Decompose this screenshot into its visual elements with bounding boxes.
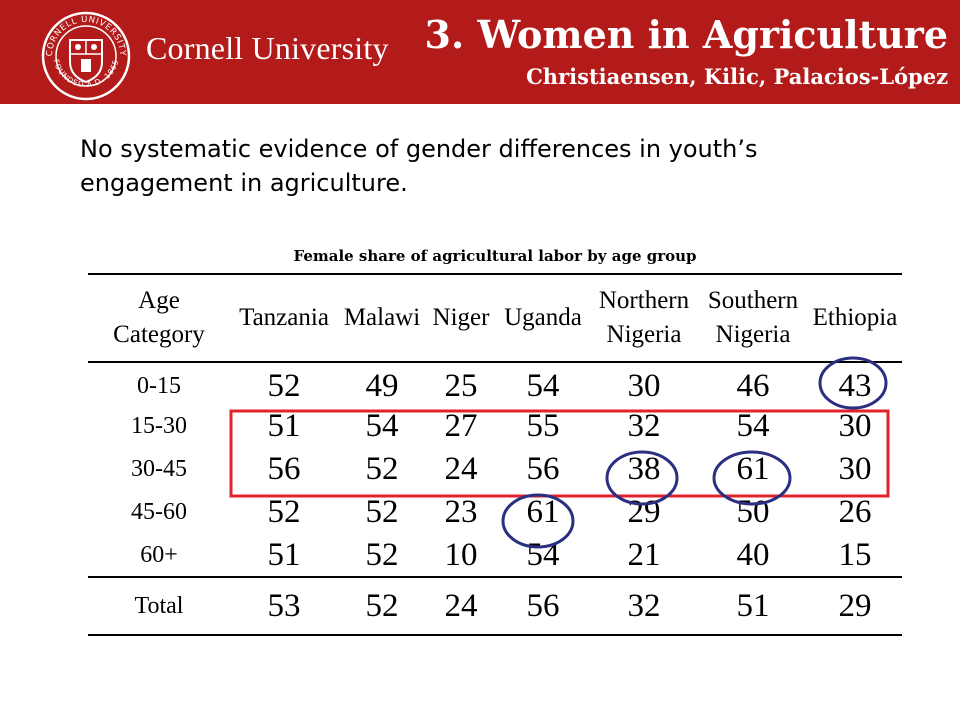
header-age-category: Age Category (113, 287, 205, 348)
highlight-circle-northern-nigeria-30-45 (605, 450, 679, 506)
table-cell: 21 (627, 536, 661, 573)
table-total-row: Total 53 52 24 56 32 51 29 (88, 577, 902, 635)
slide-title: 3. Women in Agriculture (424, 12, 948, 57)
table-cell: 25 (444, 367, 478, 404)
table-cell: 55 (526, 408, 560, 444)
data-table-container: Age Category Tanzania Malawi Niger Uganda… (88, 273, 902, 636)
slide-authors: Christiaensen, Kilic, Palacios-López (526, 64, 948, 89)
header-southern-nigeria: Southern Nigeria (707, 287, 799, 348)
table-row: 45-60 52 52 23 61 29 50 26 (88, 491, 902, 534)
table-cell: 24 (444, 587, 478, 624)
row-label: 0-15 (137, 372, 181, 399)
table-cell: 30 (838, 408, 872, 444)
table-cell: 43 (838, 367, 872, 404)
highlight-circle-uganda-45-60 (501, 493, 575, 549)
header-northern-nigeria: Northern Nigeria (598, 287, 690, 348)
table-cell: 32 (627, 587, 661, 624)
table-cell: 52 (267, 367, 301, 404)
table-cell: 10 (444, 536, 478, 573)
row-label: 30-45 (131, 456, 187, 482)
table-cell: 52 (365, 451, 399, 487)
header-niger: Niger (432, 304, 490, 331)
table-cell: 29 (838, 587, 872, 624)
row-label: 15-30 (131, 413, 187, 439)
header-banner: CORNELL UNIVERSITY FOUNDED A.D. 1865 Cor… (0, 0, 960, 104)
table-caption: Female share of agricultural labor by ag… (293, 247, 697, 265)
table-cell: 54 (365, 408, 399, 444)
table-cell: 15 (838, 536, 872, 573)
cornell-seal-logo: CORNELL UNIVERSITY FOUNDED A.D. 1865 (41, 11, 131, 101)
header-ethiopia: Ethiopia (812, 304, 898, 331)
table-cell: 54 (526, 536, 560, 573)
table-cell: 24 (444, 451, 478, 487)
table-row: 15-30 51 54 27 55 32 54 30 (88, 405, 902, 448)
table-cell: 51 (736, 587, 770, 624)
table-cell: 26 (838, 494, 872, 530)
data-table: Age Category Tanzania Malawi Niger Uganda… (88, 273, 902, 636)
table-cell: 61 (736, 451, 770, 487)
table-cell: 51 (267, 536, 301, 573)
table-cell: 54 (526, 367, 560, 404)
row-label: 60+ (140, 541, 178, 568)
header-uganda: Uganda (504, 304, 582, 331)
table-cell: 52 (267, 494, 301, 530)
table-cell: 61 (526, 494, 560, 530)
brand-wordmark: Cornell University (146, 30, 389, 66)
table-cell: 30 (627, 367, 661, 404)
highlight-circle-southern-nigeria-30-45 (712, 450, 792, 506)
header-tanzania: Tanzania (239, 304, 329, 331)
table-row: 30-45 56 52 24 56 38 61 30 (88, 448, 902, 491)
table-cell: 56 (267, 451, 301, 487)
table-cell: 32 (627, 408, 661, 444)
table-cell: 52 (365, 494, 399, 530)
table-cell: 27 (444, 408, 478, 444)
table-cell: 38 (627, 451, 661, 487)
table-row: 0-15 52 49 25 54 30 46 43 (88, 362, 902, 405)
table-cell: 46 (736, 367, 770, 404)
header-malawi: Malawi (343, 304, 421, 331)
table-header-row: Age Category Tanzania Malawi Niger Uganda… (88, 274, 902, 362)
highlight-circle-ethiopia-0-15 (818, 356, 888, 410)
row-label-total: Total (134, 592, 184, 619)
table-cell: 54 (736, 408, 770, 444)
table-cell: 56 (526, 451, 560, 487)
table-cell: 52 (365, 536, 399, 573)
table-cell: 51 (267, 408, 301, 444)
table-cell: 23 (444, 494, 478, 530)
table-row: 60+ 51 52 10 54 21 40 15 (88, 534, 902, 577)
table-cell: 30 (838, 451, 872, 487)
table-cell: 52 (365, 587, 399, 624)
highlight-box-15-45 (229, 409, 890, 498)
table-cell: 40 (736, 536, 770, 573)
table-cell: 50 (736, 494, 770, 530)
intro-text: No systematic evidence of gender differe… (80, 135, 758, 197)
table-cell: 53 (267, 587, 301, 624)
table-cell: 56 (526, 587, 560, 624)
table-cell: 49 (365, 367, 399, 404)
row-label: 45-60 (131, 499, 187, 525)
table-cell: 29 (627, 494, 661, 530)
